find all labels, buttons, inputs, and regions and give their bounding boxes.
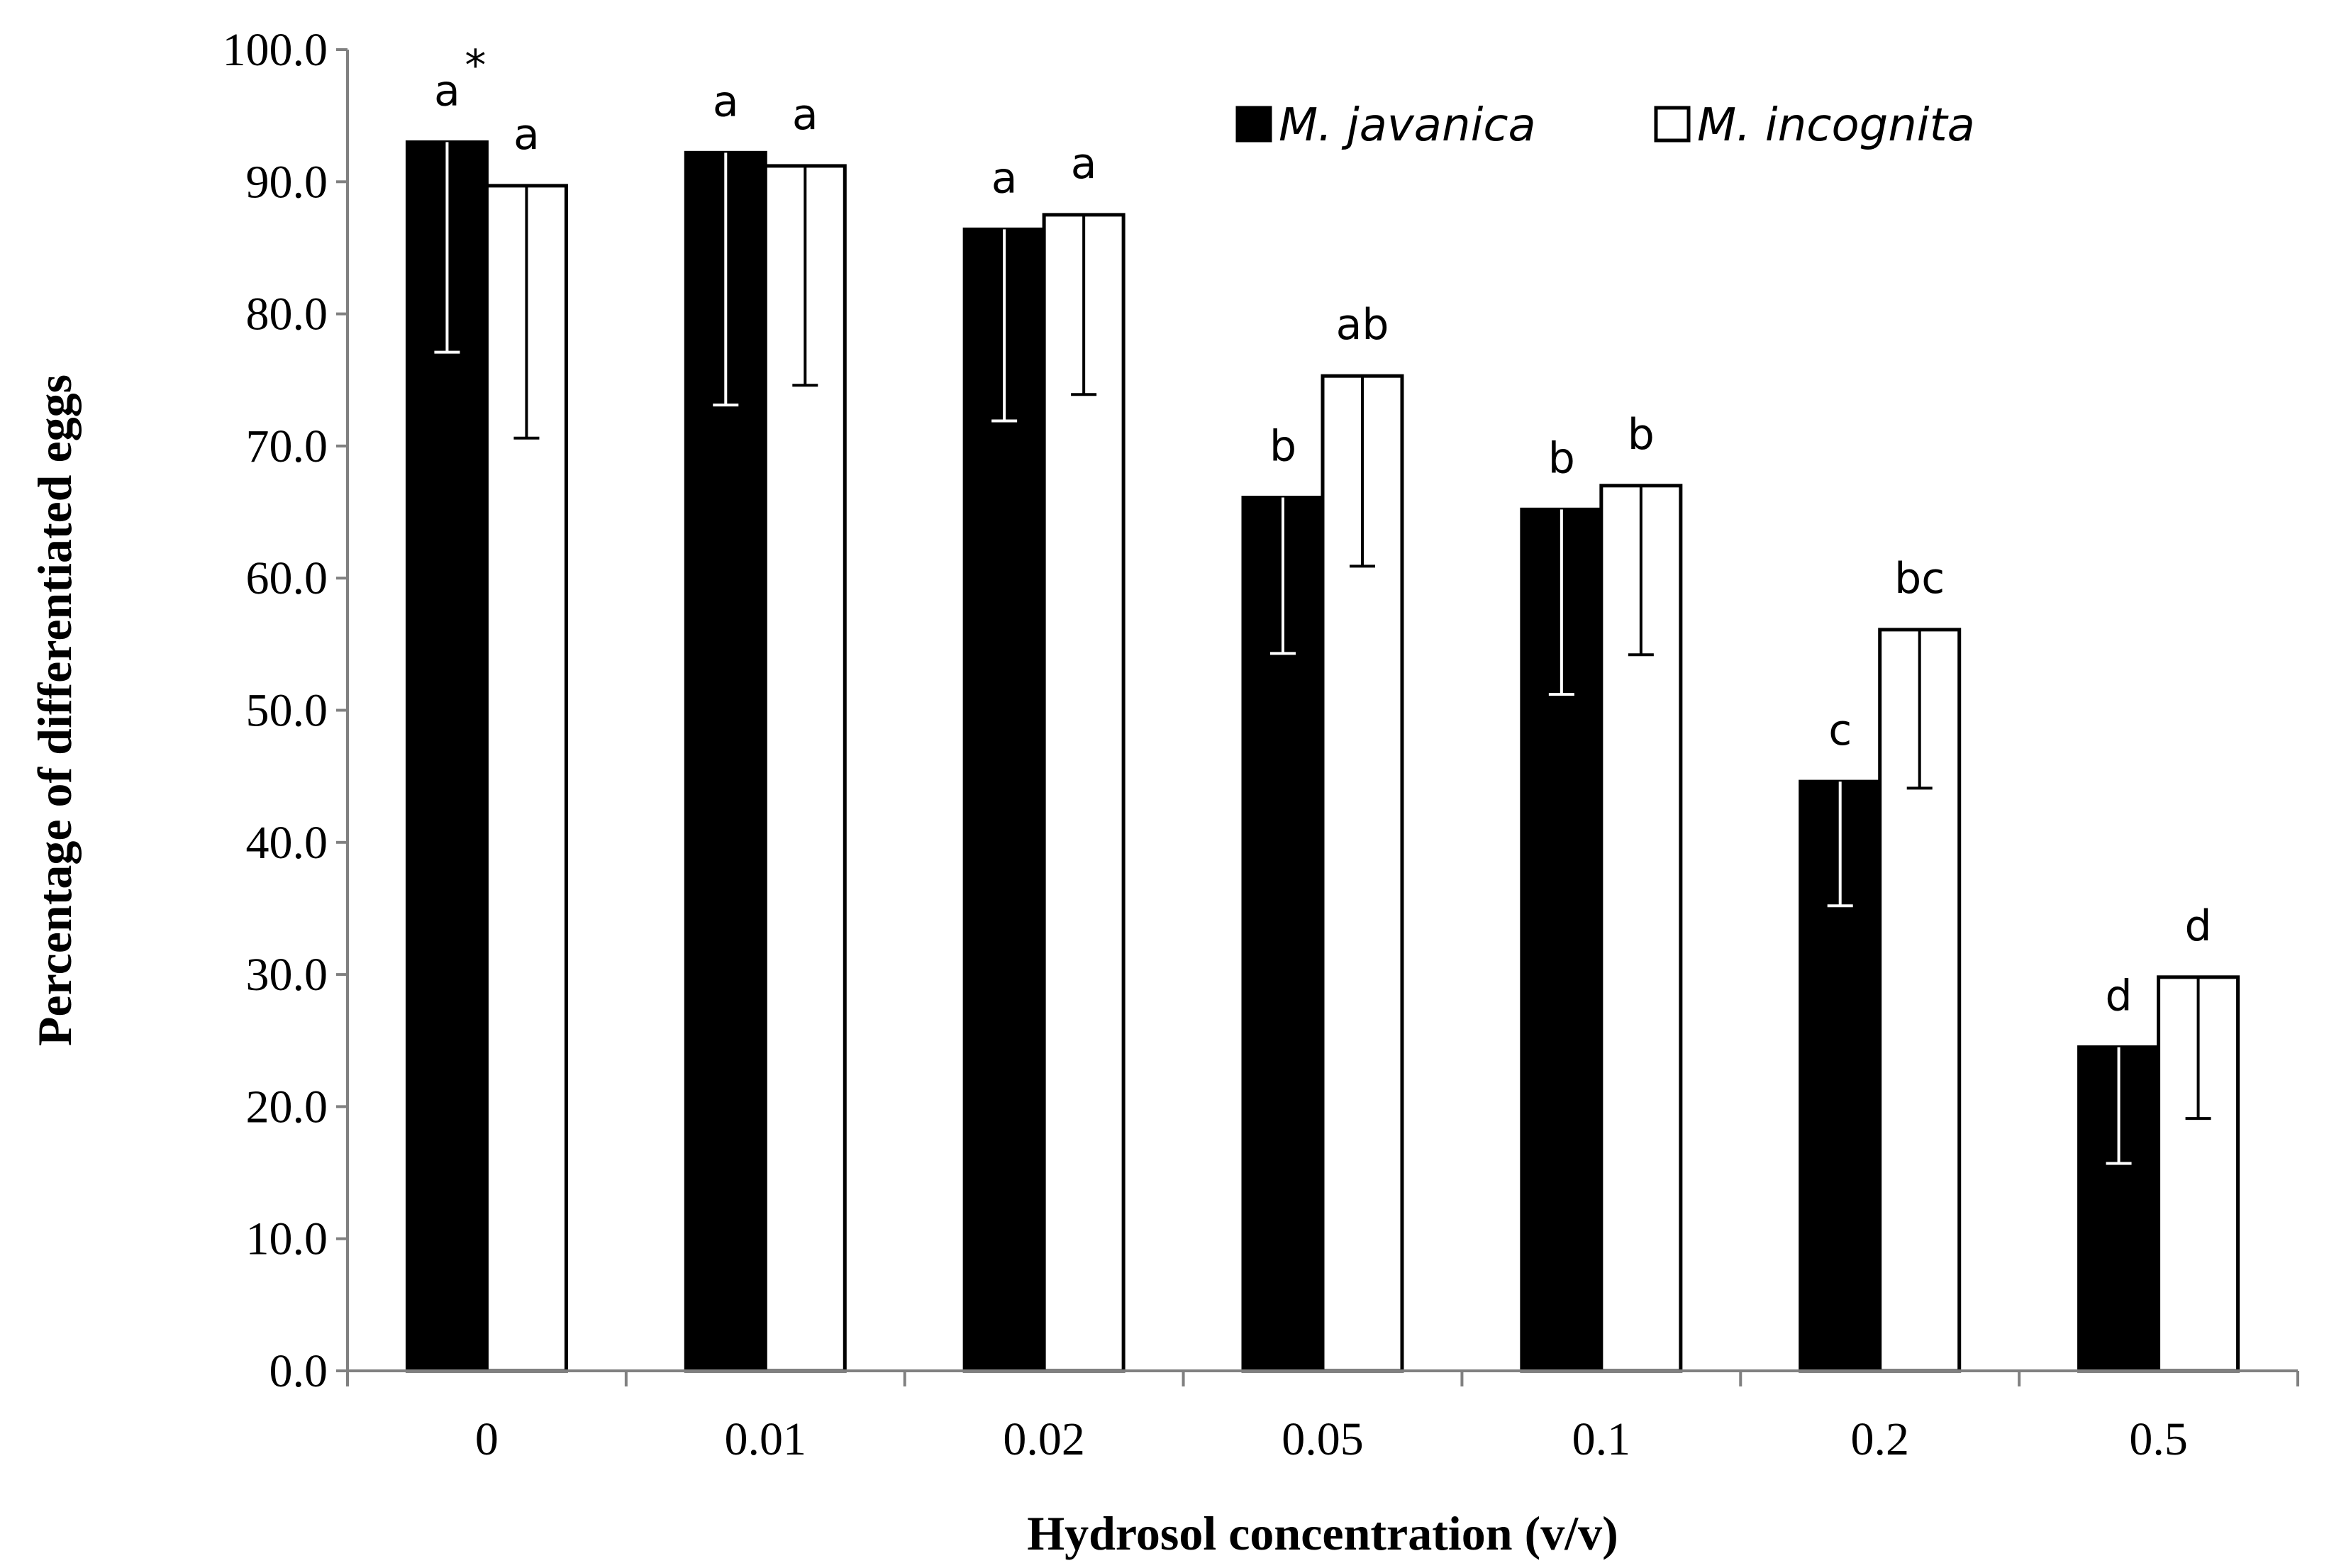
y-axis-ticks-group: 0.0 10.0 20.0 30.0 40.0 50.0 60.0 70.0 80.0 90.0 1…	[223, 24, 348, 1397]
annotation-asterisk: *	[465, 40, 486, 90]
significance-label: bc	[1894, 554, 1945, 604]
significance-label: a	[792, 90, 818, 140]
x-tick-label: 0.05	[1282, 1413, 1364, 1465]
bars-group	[405, 140, 2240, 1373]
significance-label: b	[1628, 410, 1655, 460]
legend-swatch-m-javanica	[1235, 106, 1272, 143]
x-tick-label: 0.2	[1850, 1413, 1909, 1465]
y-tick-label: 90.0	[246, 156, 328, 208]
y-axis-title: Percentage of differentiated eggs	[28, 374, 82, 1046]
legend-swatch-m-incognita	[1654, 106, 1691, 143]
x-tick-label: 0.1	[1572, 1413, 1631, 1465]
x-axis-ticks-group: 0 0.01 0.02 0.05 0.1 0.2 0.5	[346, 1371, 2299, 1465]
significance-label: b	[1548, 433, 1575, 483]
y-tick-label: 10.0	[246, 1213, 328, 1265]
significance-label: d	[2185, 901, 2212, 951]
x-tick-label: 0	[475, 1413, 499, 1465]
y-tick-label: 20.0	[246, 1081, 328, 1133]
x-tick-label: 0.02	[1003, 1413, 1085, 1465]
significance-label: a	[1071, 139, 1097, 189]
significance-label: d	[2106, 972, 2133, 1021]
significance-label: ab	[1336, 300, 1389, 350]
x-tick-label: 0.5	[2129, 1413, 2188, 1465]
y-tick-label: 0.0	[269, 1345, 328, 1397]
legend-label-m-incognita: M. incognita	[1697, 99, 1975, 152]
y-tick-label: 40.0	[246, 817, 328, 869]
axes-group	[346, 50, 2298, 1372]
legend-label-m-javanica: M. javanica	[1279, 99, 1536, 152]
bar	[2077, 1045, 2161, 1373]
significance-label: a	[713, 77, 739, 126]
significance-label: a	[513, 110, 540, 160]
y-tick-label: 60.0	[246, 552, 328, 604]
significance-label: b	[1269, 422, 1296, 472]
bar	[1042, 213, 1125, 1373]
x-tick-label: 0.01	[725, 1413, 807, 1465]
significance-label: a	[434, 66, 460, 116]
y-tick-label: 30.0	[246, 949, 328, 1001]
x-axis-title: Hydrosol concentration (v/v)	[1027, 1506, 1618, 1560]
legend: M. javanica M. incognita	[1235, 99, 1975, 152]
significance-label: a	[991, 153, 1018, 203]
y-tick-label: 80.0	[246, 289, 328, 340]
y-tick-label: 70.0	[246, 421, 328, 472]
y-tick-label: 50.0	[246, 685, 328, 737]
y-tick-label: 100.0	[223, 24, 328, 76]
significance-label: c	[1828, 706, 1852, 755]
